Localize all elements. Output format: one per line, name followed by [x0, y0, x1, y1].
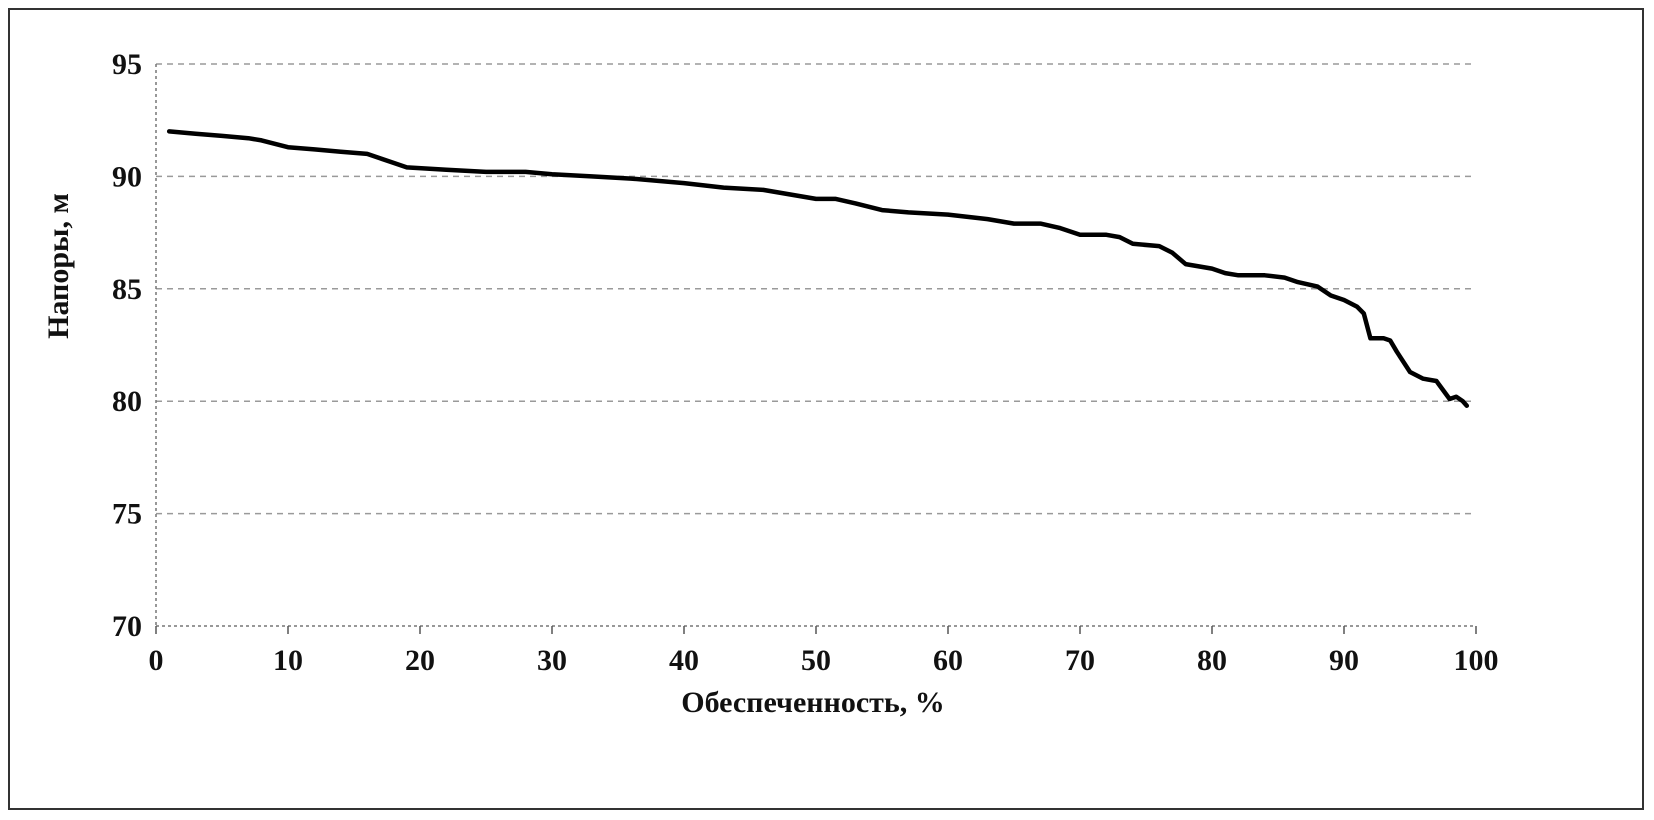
x-tick-label: 0 [149, 644, 164, 677]
x-tick-label: 30 [537, 644, 567, 677]
y-tick-label: 90 [112, 160, 142, 193]
x-tick-label: 100 [1454, 644, 1499, 677]
x-tick-label: 20 [405, 644, 435, 677]
series-group [166, 129, 1470, 408]
y-tick-label: 95 [112, 48, 142, 81]
axes [155, 64, 1477, 634]
chart-svg: 70 75 80 85 90 95 0 10 20 30 40 50 60 70 80 90 100 Обес… [42, 48, 1499, 719]
y-tick-label: 75 [112, 498, 142, 531]
y-axis-title: Напоры, м [42, 193, 75, 339]
x-tick-label: 70 [1065, 644, 1095, 677]
x-tick-label: 50 [801, 644, 831, 677]
x-tick-label: 40 [669, 644, 699, 677]
y-tick-label: 80 [112, 385, 142, 418]
x-axis-title: Обеспеченность, % [681, 686, 945, 719]
gridlines [156, 63, 1476, 515]
x-tick-labels: 0 10 20 30 40 50 60 70 80 90 100 [149, 644, 1499, 677]
x-tick-label: 80 [1197, 644, 1227, 677]
chart-frame: 70 75 80 85 90 95 0 10 20 30 40 50 60 70 80 90 100 Обес… [8, 8, 1644, 810]
y-tick-label: 70 [112, 610, 142, 643]
x-tick-label: 10 [273, 644, 303, 677]
series-line-0 [166, 129, 1470, 408]
x-tick-label: 90 [1329, 644, 1359, 677]
y-tick-label: 85 [112, 273, 142, 306]
y-tick-labels: 70 75 80 85 90 95 [112, 48, 142, 643]
x-tick-label: 60 [933, 644, 963, 677]
